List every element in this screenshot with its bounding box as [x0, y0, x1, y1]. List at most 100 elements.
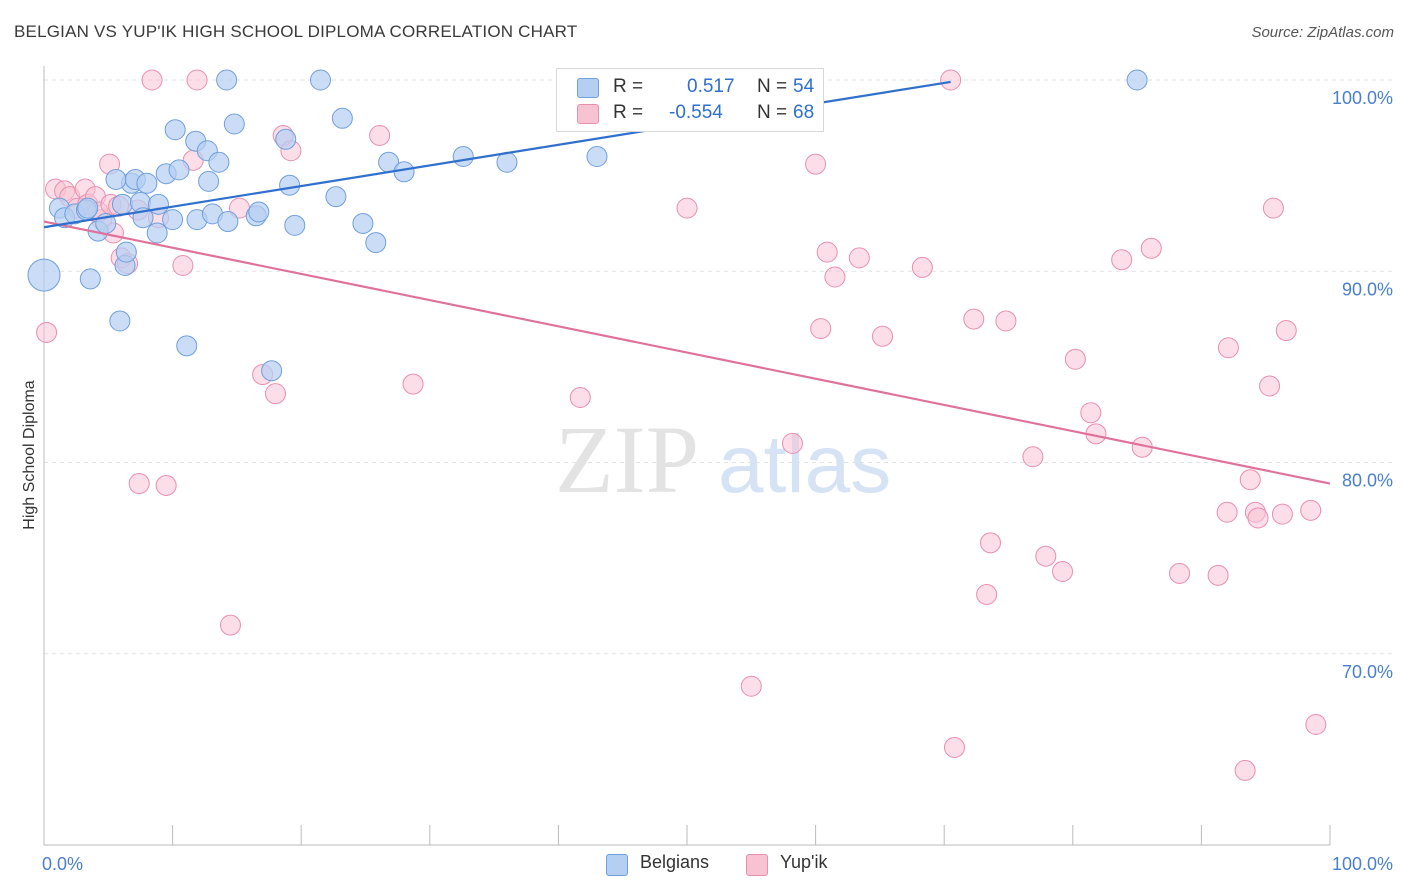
belgians-swatch	[577, 78, 599, 98]
yupik-legend-label: Yup'ik	[780, 852, 828, 872]
data-point	[393, 161, 415, 183]
y-tick-label: 100.0%	[1332, 88, 1393, 108]
data-point	[331, 107, 353, 129]
data-point	[115, 241, 137, 263]
data-point	[676, 197, 698, 219]
data-point	[1300, 499, 1322, 521]
data-point	[1022, 446, 1044, 468]
y-tick-label: 80.0%	[1342, 471, 1393, 491]
data-point	[208, 151, 230, 173]
data-point	[848, 247, 870, 269]
data-point	[109, 310, 131, 332]
data-point	[198, 170, 220, 192]
data-point	[168, 159, 190, 181]
watermark: ZIP atlas	[555, 406, 891, 513]
stats-legend: R = 0.517 N = 54 R = -0.554 N = 68	[556, 68, 824, 132]
data-point	[219, 614, 241, 636]
data-point	[325, 186, 347, 208]
data-point	[146, 222, 168, 244]
data-point	[1140, 237, 1162, 259]
data-point	[1207, 564, 1229, 586]
data-point	[264, 383, 286, 405]
chart-title: BELGIAN VS YUP'IK HIGH SCHOOL DIPLOMA CO…	[14, 22, 578, 41]
legend-r-label: R =	[613, 76, 644, 97]
data-point	[128, 473, 150, 495]
yupik-swatch	[577, 104, 599, 124]
y-tick-label: 70.0%	[1342, 662, 1393, 682]
data-point	[1217, 337, 1239, 359]
data-point	[995, 310, 1017, 332]
yupik-r-value: -0.554	[669, 102, 723, 123]
belgians-n-value: 54	[793, 76, 815, 97]
data-point	[164, 119, 186, 141]
data-point	[740, 675, 762, 697]
data-point	[1247, 507, 1269, 529]
data-point	[105, 168, 127, 190]
data-point	[1064, 348, 1086, 370]
data-point	[963, 308, 985, 330]
data-point	[810, 318, 832, 340]
data-point	[111, 193, 133, 215]
data-point	[79, 268, 101, 290]
data-point	[943, 736, 965, 758]
tick-labels: 70.0% 80.0% 90.0% 100.0% 0.0% 100.0%	[42, 88, 1393, 874]
legend-r-label: R =	[613, 102, 644, 123]
data-point	[27, 258, 61, 292]
watermark-atlas: atlas	[718, 419, 891, 510]
data-point	[248, 201, 270, 223]
data-point	[805, 153, 827, 175]
gridlines	[44, 79, 1393, 655]
data-point	[365, 232, 387, 254]
data-point	[1262, 197, 1284, 219]
belgians-legend-label: Belgians	[640, 852, 710, 872]
data-point	[1035, 545, 1057, 567]
x-tick-label: 0.0%	[42, 854, 83, 874]
data-point	[217, 211, 239, 233]
data-point	[275, 128, 297, 150]
data-point	[1239, 469, 1261, 491]
data-point	[147, 193, 169, 215]
data-point	[586, 146, 608, 167]
data-point	[816, 241, 838, 263]
data-point	[1052, 561, 1074, 583]
belgians-r-value: 0.517	[687, 76, 735, 97]
data-point	[979, 532, 1001, 554]
belgians-legend-swatch	[606, 854, 628, 876]
axes	[43, 66, 1331, 846]
data-point	[1126, 69, 1148, 91]
data-point	[911, 256, 933, 278]
data-point	[309, 69, 331, 91]
data-point	[162, 209, 184, 231]
data-point	[172, 255, 194, 277]
data-point	[223, 113, 245, 135]
y-tick-label: 90.0%	[1342, 279, 1393, 299]
watermark-zip: ZIP	[555, 406, 699, 513]
data-point	[402, 373, 424, 395]
yupik-legend-swatch	[746, 854, 768, 876]
legend-n-label: N =	[757, 102, 788, 123]
data-point	[36, 321, 58, 343]
yupik-points	[36, 69, 1327, 781]
legend-n-label: N =	[757, 76, 788, 97]
data-point	[1216, 501, 1238, 523]
data-point	[871, 325, 893, 347]
data-point	[1259, 375, 1281, 397]
data-point	[284, 214, 306, 236]
data-point	[781, 432, 803, 454]
x-tick-label: 100.0%	[1332, 854, 1393, 874]
data-point	[369, 124, 391, 146]
data-point	[279, 174, 301, 196]
source-label: Source: ZipAtlas.com	[1251, 24, 1394, 41]
data-point	[452, 146, 474, 167]
data-point	[77, 197, 99, 219]
data-point	[1234, 759, 1256, 781]
y-axis-title: High School Diploma	[21, 380, 38, 530]
yupik-trend-line	[43, 220, 1331, 485]
data-point	[824, 266, 846, 288]
data-point	[216, 69, 238, 91]
data-point	[1111, 249, 1133, 271]
data-point	[261, 360, 283, 382]
data-point	[1305, 714, 1327, 736]
data-point	[186, 69, 208, 91]
